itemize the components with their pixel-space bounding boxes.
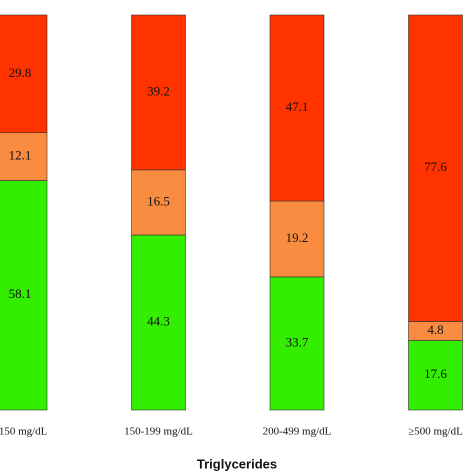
bar-segment — [131, 169, 186, 236]
bar-segment — [131, 234, 186, 411]
bar-segment — [269, 200, 325, 278]
x-tick-label: ≥500 mg/dL — [408, 426, 463, 438]
data-label: 33.7 — [286, 334, 309, 349]
data-label: 29.8 — [9, 65, 32, 80]
bar-segment — [131, 14, 186, 171]
x-axis-title: Triglycerides — [197, 456, 277, 471]
x-tick-label: <150 mg/dL — [0, 426, 48, 438]
data-label: 47.1 — [286, 99, 309, 114]
bar-segment — [0, 132, 48, 181]
bar-segment — [408, 340, 463, 411]
data-label: 4.8 — [427, 322, 443, 337]
data-label: 19.2 — [286, 230, 309, 245]
data-label: 44.3 — [147, 313, 170, 328]
data-label: 12.1 — [9, 148, 32, 163]
bar-segment — [408, 14, 463, 322]
data-label: 77.6 — [424, 159, 447, 174]
data-label: 16.5 — [147, 193, 170, 208]
data-label: 58.1 — [9, 286, 32, 301]
x-tick-label: 150-199 mg/dL — [124, 426, 193, 438]
bar-segment — [0, 14, 48, 134]
bar-segment — [269, 14, 325, 202]
data-label: 39.2 — [147, 83, 170, 98]
bar-segment — [0, 180, 48, 411]
data-label: 17.6 — [424, 366, 447, 381]
x-tick-label: 200-499 mg/dL — [263, 426, 332, 438]
